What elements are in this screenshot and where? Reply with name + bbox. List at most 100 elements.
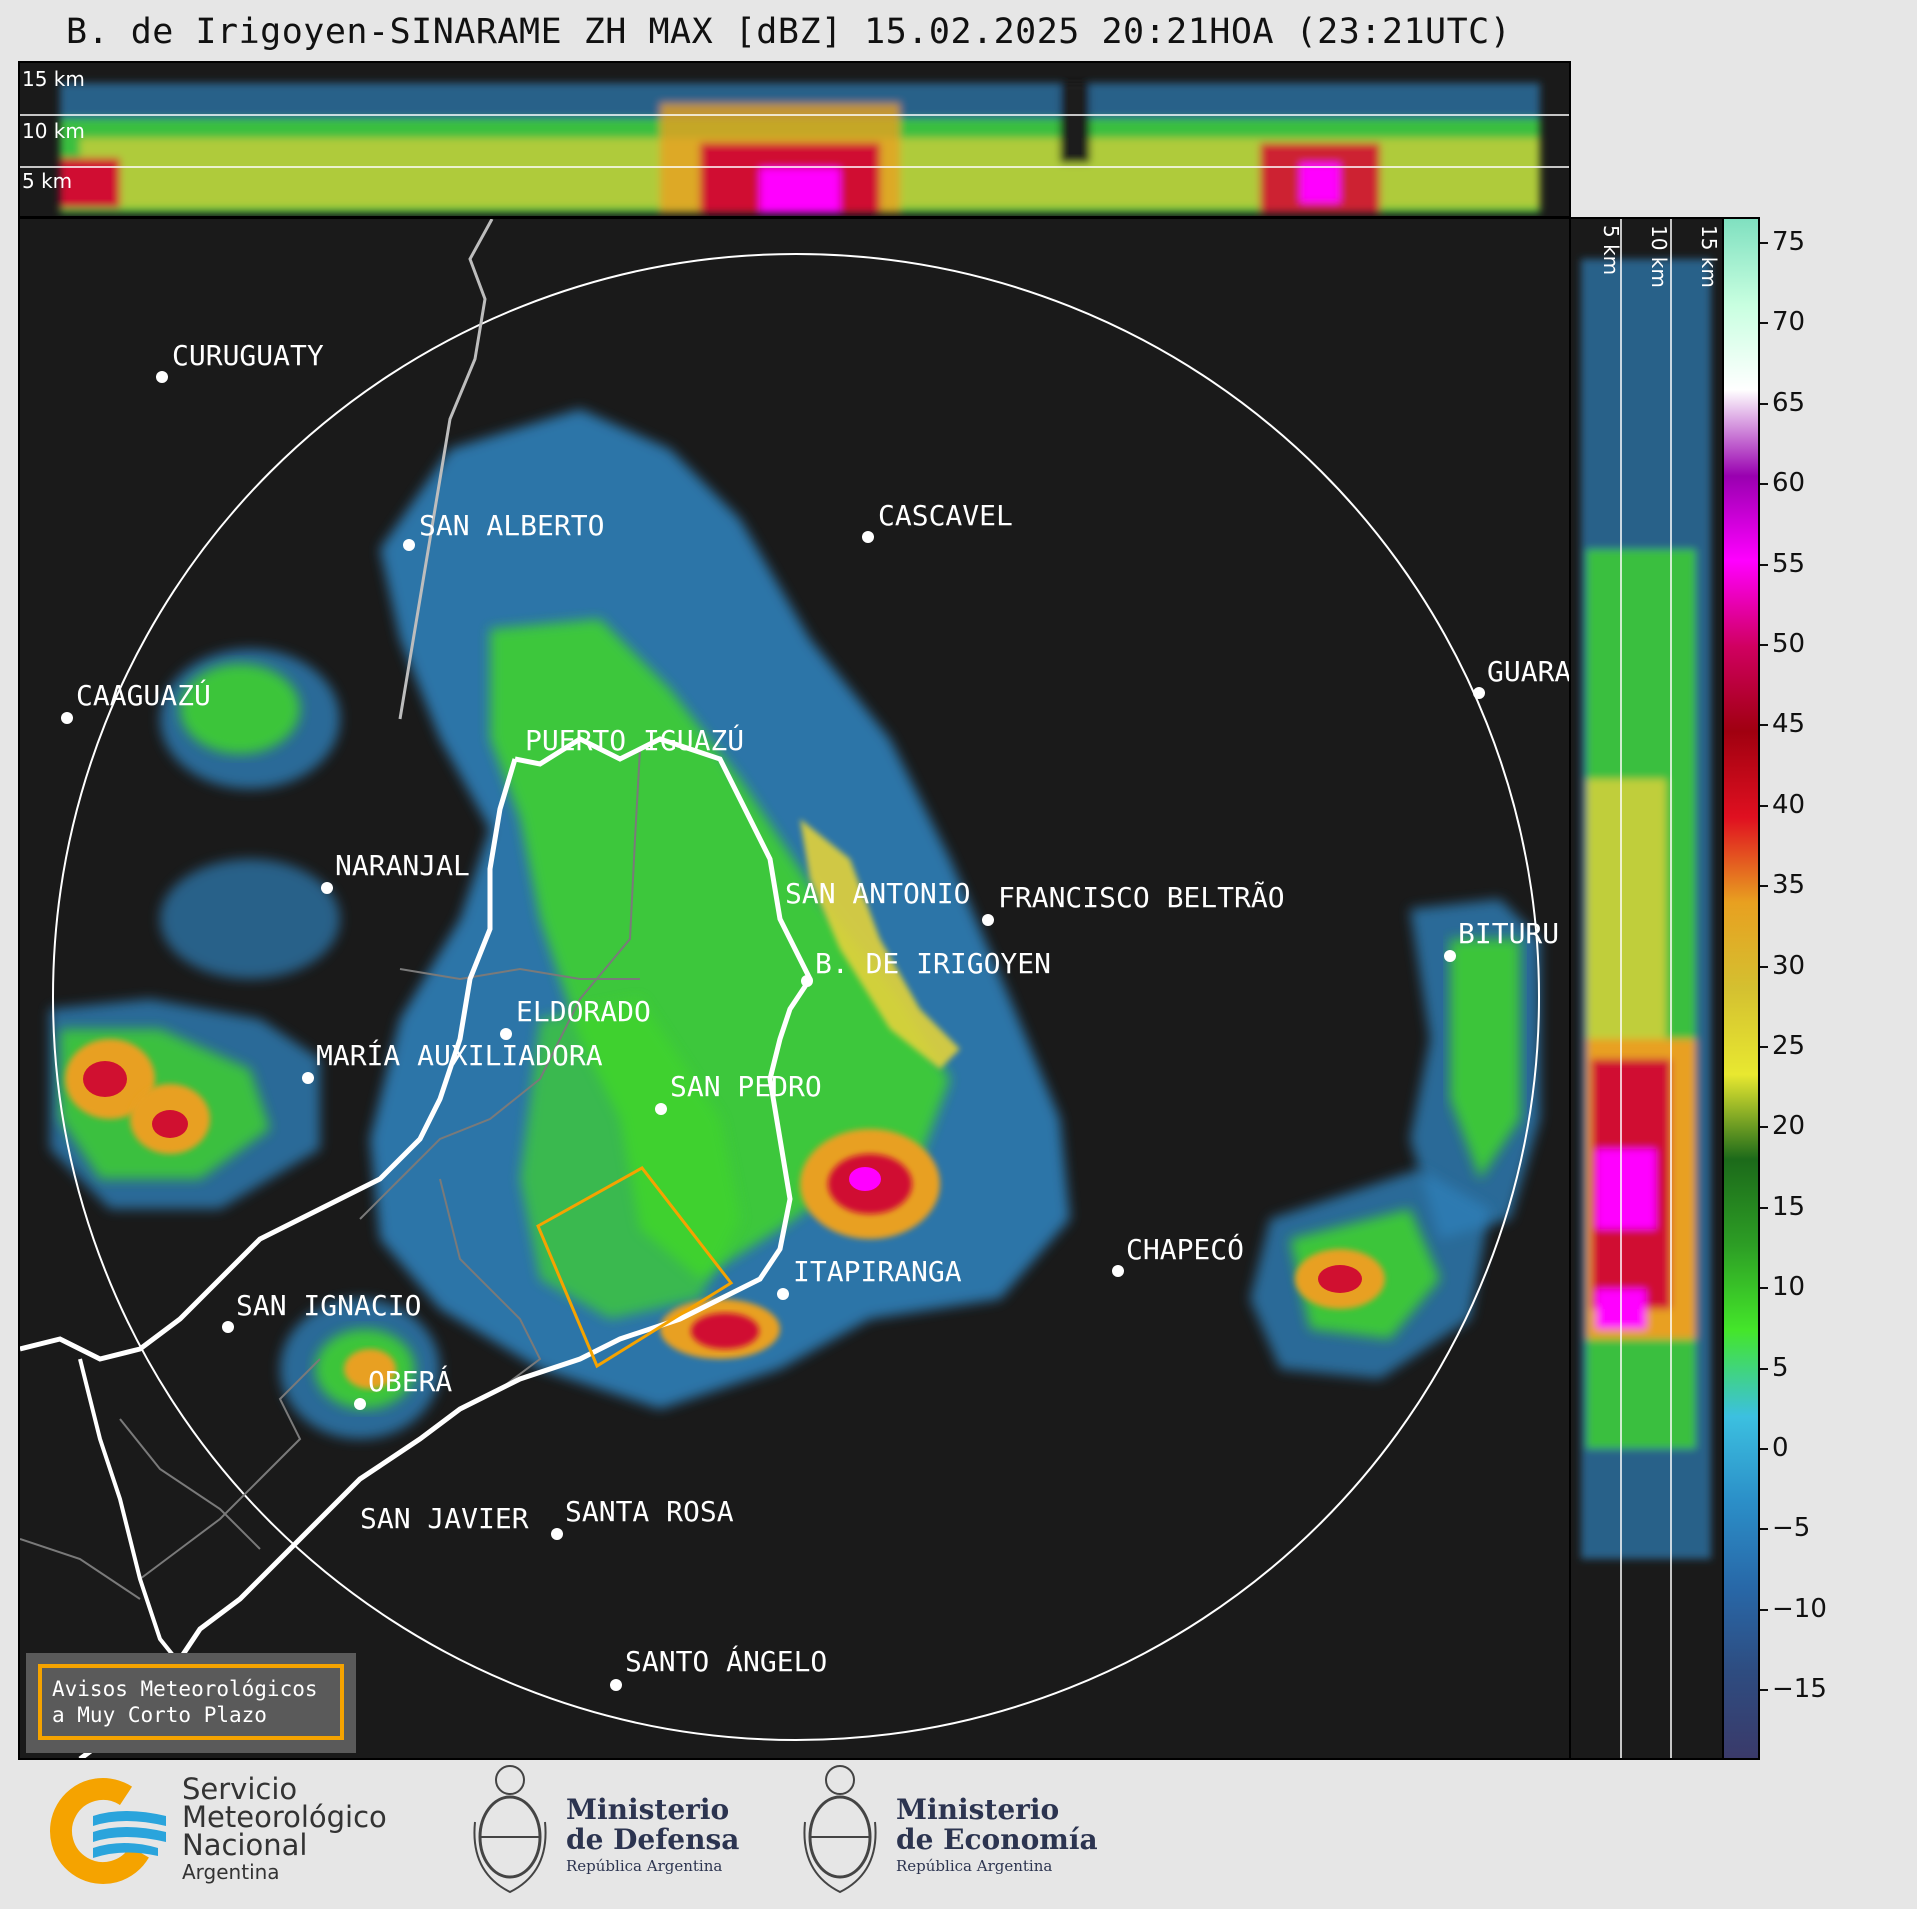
eco-line-2: de Economía (896, 1823, 1098, 1856)
city-label: CAAGUAZÚ (76, 679, 211, 712)
warning-legend-frame (38, 1664, 344, 1740)
radar-map: CURUGUATY SAN ALBERTO CASCAVEL CAAGUAZÚ … (18, 217, 1571, 1760)
city-label: ELDORADO (516, 995, 651, 1028)
height-label: 5 km (22, 169, 73, 193)
city-label: SAN PEDRO (670, 1070, 822, 1103)
smn-line-1: Servicio (182, 1772, 298, 1806)
city-dot (1444, 950, 1456, 962)
city-label: SAN JAVIER (360, 1502, 529, 1535)
city-dot (500, 1028, 512, 1040)
colorbar-tick-label: 20 (1772, 1111, 1806, 1142)
city-dot (403, 539, 415, 551)
colorbar-tick-label: 15 (1772, 1191, 1806, 1222)
colorbar-tick (1760, 1046, 1768, 1048)
city-label: CASCAVEL (878, 499, 1013, 532)
city-label: BITURU (1458, 917, 1560, 950)
height-label: 10 km (1647, 225, 1671, 288)
warning-line-2: a Muy Corto Plazo (52, 1703, 267, 1727)
height-label: 10 km (22, 119, 85, 143)
colorbar-tick (1760, 1367, 1768, 1370)
colorbar-tick (1760, 965, 1768, 968)
colorbar-tick-label: 50 (1772, 629, 1806, 659)
colorbar-tick-label: 10 (1772, 1272, 1806, 1303)
smn-line-3: Nacional (182, 1828, 308, 1862)
city-label: NARANJAL (335, 849, 470, 882)
radar-site-dot (801, 975, 813, 987)
colorbar-tick (1760, 724, 1768, 727)
map-title: B. de Irigoyen-SINARAME ZH MAX [dBZ] 15.… (66, 12, 1512, 52)
height-label: 5 km (1599, 225, 1623, 276)
border-east (78, 736, 813, 1758)
height-label: 15 km (1697, 225, 1721, 288)
def-line-1: Ministerio (566, 1793, 730, 1826)
north-south-height-profile: 15 km 10 km 5 km (18, 61, 1571, 218)
colorbar-tick-label: 25 (1772, 1031, 1806, 1061)
city-dot (1112, 1265, 1124, 1277)
border-south-west (78, 1358, 202, 1691)
colorbar-tick-label: 30 (1772, 950, 1806, 981)
city-dot (354, 1398, 366, 1410)
height-label: 15 km (22, 67, 85, 91)
city-dot (551, 1528, 563, 1540)
city-label: SAN ALBERTO (419, 509, 605, 542)
city-dot (862, 531, 874, 543)
city-label: SAN ANTONIO (785, 877, 971, 910)
city-label: SANTO ÁNGELO (625, 1645, 828, 1678)
colorbar-tick-label: 65 (1772, 387, 1806, 418)
city-dot (321, 882, 333, 894)
colorbar-tick-label: 45 (1772, 709, 1806, 740)
city-dot (156, 371, 168, 383)
east-west-height-profile: 5 km 10 km 15 km (1569, 217, 1724, 1760)
colorbar-tick (1760, 1608, 1768, 1611)
eco-line-1: Ministerio (896, 1793, 1060, 1826)
colorbar-tick-label: 5 (1772, 1352, 1789, 1383)
range-ring (52, 253, 1540, 1741)
smn-line-2: Meteorológico (182, 1800, 387, 1834)
colorbar-tick-label: −10 (1772, 1593, 1827, 1624)
colorbar-tick (1760, 322, 1768, 325)
colorbar-tick (1760, 1287, 1768, 1290)
city-dot (655, 1103, 667, 1115)
def-line-2: de Defensa (566, 1823, 740, 1856)
city-label: PUERTO IGUAZÚ (525, 724, 745, 757)
city-label: OBERÁ (368, 1365, 453, 1398)
city-dot (777, 1288, 789, 1300)
city-label: FRANCISCO BELTRÃO (998, 881, 1285, 914)
colorbar-tick (1760, 885, 1768, 888)
colorbar-tick (1760, 804, 1768, 807)
smn-logo-icon (50, 1778, 166, 1884)
city-label: GUARA (1487, 655, 1571, 688)
radar-site-label: B. DE IRIGOYEN (815, 947, 1052, 980)
city-label: SANTA ROSA (565, 1495, 734, 1528)
city-dot (61, 712, 73, 724)
colorbar-tick (1760, 1206, 1768, 1209)
city-dot (222, 1321, 234, 1333)
city-label: MARÍA AUXILIADORA (316, 1039, 603, 1072)
warning-legend-text: Avisos Meteorológicos a Muy Corto Plazo (52, 1676, 318, 1728)
colorbar-tick (1760, 1689, 1768, 1692)
warning-polygon[interactable] (536, 1166, 734, 1369)
colorbar-tick (1760, 1448, 1768, 1450)
city-label: CURUGUATY (172, 339, 324, 372)
department-boundaries (20, 748, 641, 1600)
colorbar-tick-label: 70 (1772, 307, 1806, 338)
city-label: ITAPIRANGA (793, 1255, 962, 1288)
colorbar-tick-label: −15 (1772, 1674, 1827, 1705)
city-label: CHAPECÓ (1126, 1233, 1245, 1266)
river-line (398, 219, 494, 720)
colorbar-tick-label: 75 (1772, 227, 1806, 257)
echo-fields (50, 409, 1540, 1439)
colorbar-tick (1760, 1126, 1768, 1129)
def-line-3: República Argentina (566, 1857, 723, 1875)
colorbar-tick (1760, 563, 1768, 566)
colorbar-tick (1760, 242, 1768, 244)
colorbar-tick (1760, 402, 1768, 405)
colorbar-tick-label: 35 (1772, 870, 1806, 901)
colorbar-tick (1760, 644, 1768, 646)
smn-logo-text: Servicio Meteorológico Nacional Argentin… (182, 1775, 387, 1885)
colorbar-tick (1760, 1528, 1768, 1531)
city-dot (1473, 687, 1485, 699)
city-dot (982, 914, 994, 926)
defensa-logo-text: Ministerio de Defensa República Argentin… (566, 1795, 739, 1877)
colorbar-tick-label: 40 (1772, 789, 1806, 820)
